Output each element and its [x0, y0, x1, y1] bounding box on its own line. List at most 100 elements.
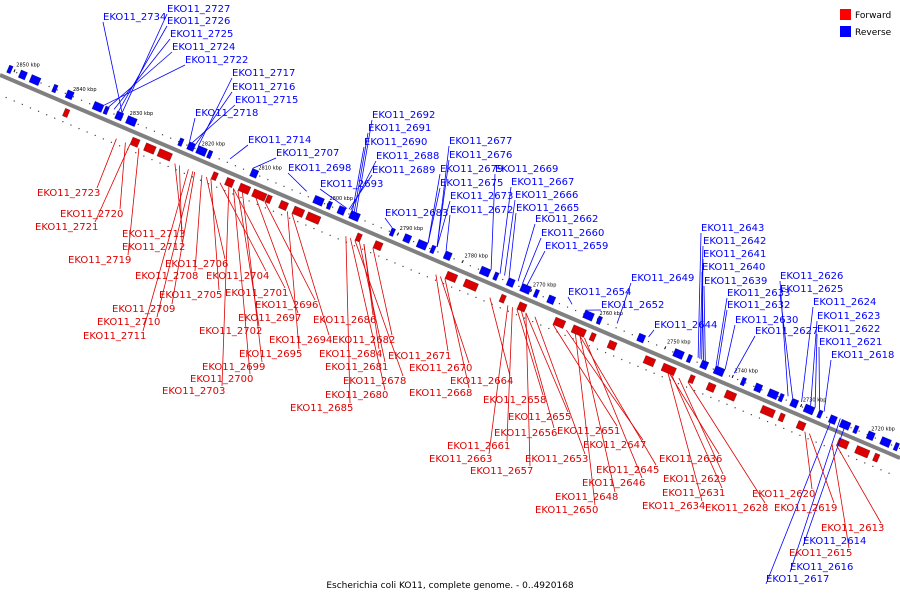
gene-label: EKO11_2722: [185, 55, 248, 66]
gene-leader-line: [526, 250, 546, 286]
gene-block: [789, 398, 800, 409]
gene-block: [444, 270, 459, 283]
gene-block: [102, 105, 110, 115]
scale-dot: [437, 251, 439, 253]
gene-label: EKO11_2681: [325, 362, 388, 373]
gene-block: [402, 233, 413, 244]
gene-label: EKO11_2666: [515, 190, 578, 201]
gene-block: [802, 403, 816, 416]
gene-label: EKO11_2703: [162, 386, 225, 397]
gene-block: [64, 89, 75, 101]
gene-leader-line: [508, 212, 517, 278]
gene-label: EKO11_2689: [372, 165, 435, 176]
scale-dot: [677, 383, 680, 385]
scale-dot: [113, 113, 115, 115]
scale-dot: [388, 230, 390, 232]
scale-dot: [685, 386, 688, 388]
gene-block: [249, 168, 260, 179]
gene-label: EKO11_2691: [368, 123, 431, 134]
scale-dot: [728, 375, 731, 377]
gene-leader-line: [192, 104, 236, 143]
scale-dot: [5, 96, 7, 99]
gene-leader-line: [575, 333, 596, 506]
gene-block: [388, 227, 396, 237]
scale-dot: [191, 176, 194, 178]
gene-label: EKO11_2719: [68, 255, 131, 266]
gene-block: [879, 436, 892, 448]
gene-label: EKO11_2645: [596, 465, 659, 476]
scale-dot: [370, 252, 372, 254]
scale-dot: [826, 416, 828, 418]
scale-dot: [299, 192, 301, 194]
gene-block: [498, 293, 507, 304]
gene-leader-line: [440, 276, 470, 364]
scale-dot: [710, 396, 712, 399]
scale-dot: [880, 469, 882, 471]
gene-block: [429, 244, 437, 255]
gene-block: [206, 149, 214, 160]
gene-leader-line: [687, 381, 766, 504]
gene-label: EKO11_2713: [122, 229, 185, 240]
gene-leader-line: [809, 433, 835, 504]
scale-dot: [499, 307, 501, 309]
scale-dot: [48, 85, 50, 88]
gene-label: EKO11_2634: [642, 501, 705, 512]
gene-leader-line: [521, 310, 555, 429]
gene-label: EKO11_2614: [803, 536, 866, 547]
gene-leader-line: [435, 274, 449, 352]
scale-dot: [469, 265, 471, 267]
gene-leader-line: [779, 280, 789, 397]
gene-label: EKO11_2715: [235, 95, 298, 106]
gene-block: [325, 200, 333, 210]
gene-label: EKO11_2655: [508, 412, 571, 423]
scale-dot: [588, 345, 590, 347]
scale-dot: [823, 445, 825, 447]
gene-block: [143, 142, 157, 155]
gene-leader-line: [671, 374, 723, 489]
gene-block: [582, 309, 595, 322]
gene-leader-line: [427, 173, 441, 244]
tick-label: 2730 kbp: [803, 397, 827, 403]
scale-dot: [515, 314, 518, 316]
gene-leader-line: [264, 201, 316, 301]
scale-dot: [56, 89, 58, 91]
scale-dot: [831, 448, 833, 450]
gene-block: [546, 294, 557, 305]
scale-dot: [259, 175, 261, 177]
gene-label: EKO11_2632: [727, 300, 790, 311]
gene-label: EKO11_2617: [766, 574, 829, 585]
scale-dot: [426, 276, 428, 278]
gene-leader-line: [233, 188, 251, 375]
gene-leader-line: [810, 320, 818, 406]
scale-dot: [694, 389, 696, 392]
gene-block: [687, 374, 696, 384]
gene-block: [723, 389, 738, 402]
scale-dot: [396, 234, 399, 236]
gene-leader-line: [287, 211, 300, 350]
tick-mark: [800, 404, 803, 408]
scale-dot: [170, 137, 172, 139]
gene-label: EKO11_2720: [60, 209, 123, 220]
gene-label: EKO11_2702: [199, 326, 262, 337]
scale-dot: [70, 124, 72, 126]
gene-leader-line: [242, 192, 263, 363]
gene-label: EKO11_2727: [167, 4, 230, 15]
scale-dot: [86, 131, 88, 133]
scale-dot: [864, 462, 866, 464]
scale-dot: [183, 172, 185, 174]
scale-dot: [483, 300, 485, 302]
gene-label: EKO11_2643: [701, 223, 764, 234]
scale-dot: [653, 372, 655, 374]
gene-label: EKO11_2627: [755, 326, 818, 337]
scale-dot: [264, 207, 266, 209]
scale-dot: [232, 193, 234, 195]
gene-label: EKO11_2647: [583, 440, 646, 451]
scale-dot: [451, 286, 453, 288]
tick-label: 2780 kbp: [464, 253, 488, 259]
gene-leader-line: [733, 335, 756, 374]
scale-dot: [502, 278, 504, 281]
gene-label: EKO11_2630: [735, 315, 798, 326]
scale-dot: [631, 334, 633, 336]
scale-dot: [135, 152, 137, 154]
